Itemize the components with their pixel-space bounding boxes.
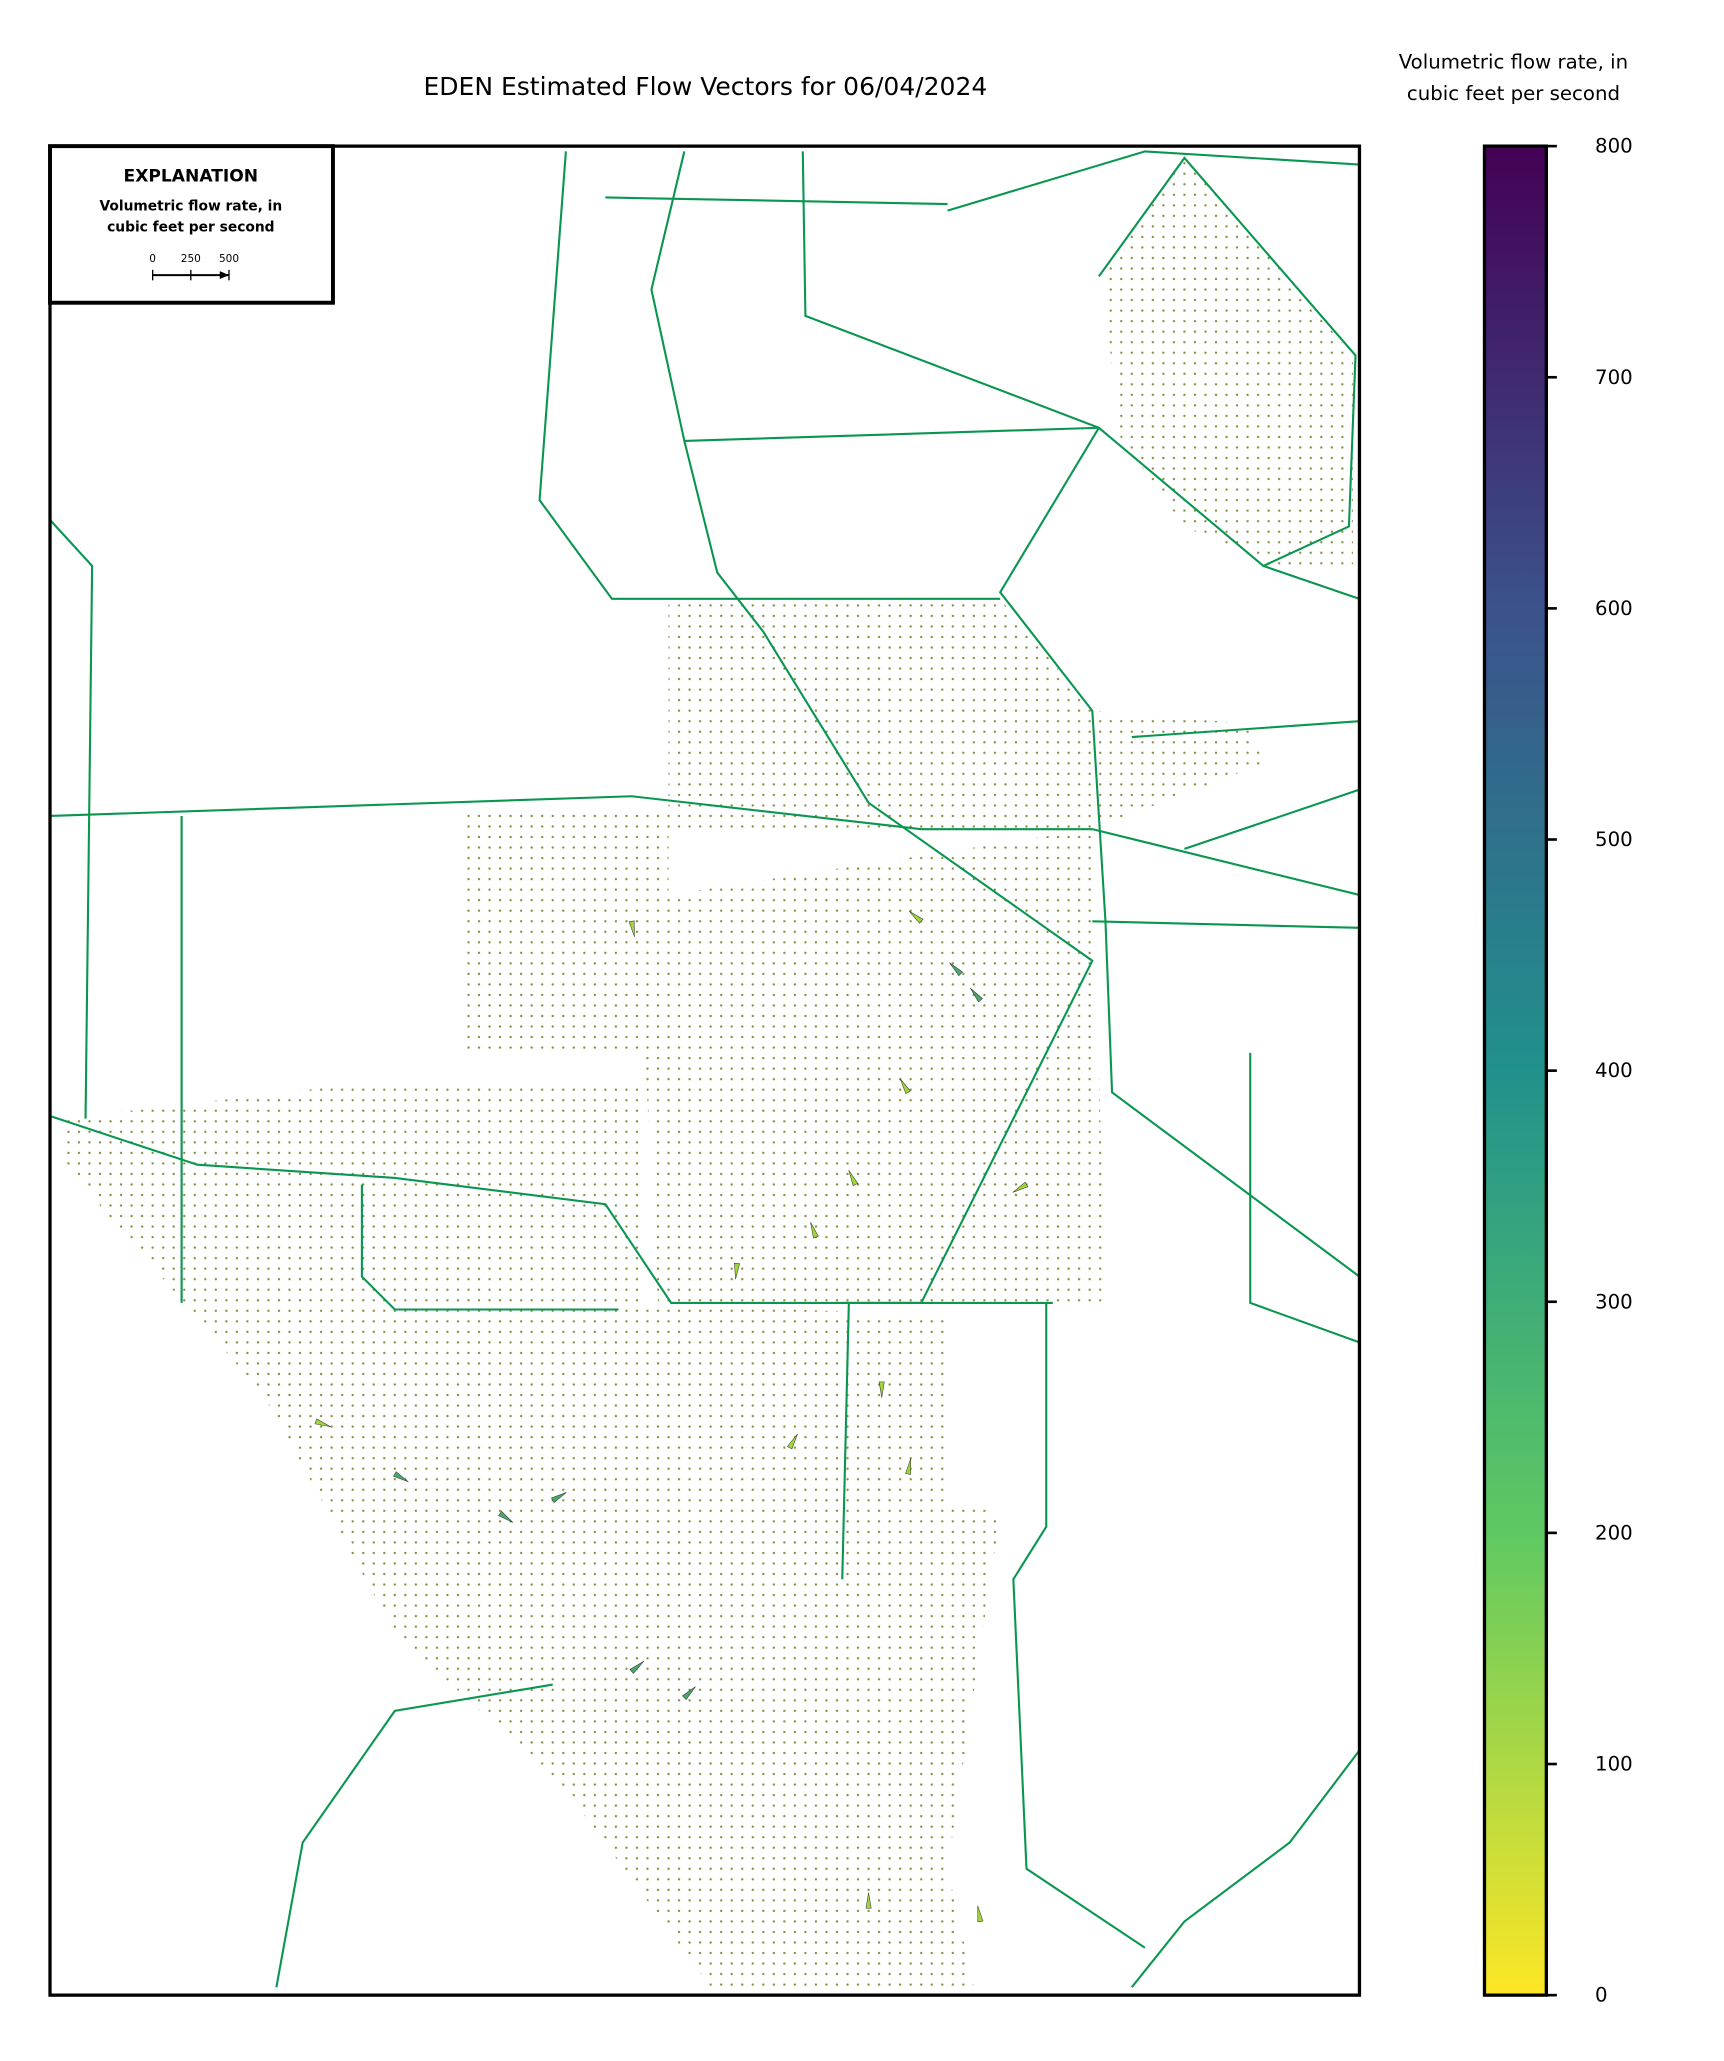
colorbar-tick-label: 300 xyxy=(1595,1290,1633,1313)
colorbar-tick-label: 700 xyxy=(1595,366,1633,389)
explanation-label: cubic feet per second xyxy=(107,220,274,236)
map-frame xyxy=(48,144,1362,1997)
explanation: EXPLANATION Volumetric flow rate, in cub… xyxy=(48,144,335,305)
colorbar-tick-label: 0 xyxy=(1595,1984,1608,2007)
map-title: EDEN Estimated Flow Vectors for 06/04/20… xyxy=(423,72,987,101)
vector-grid xyxy=(59,157,1353,1988)
colorbar-tick-label: 100 xyxy=(1595,1753,1633,1776)
colorbar-tick-label: 200 xyxy=(1595,1521,1633,1544)
map xyxy=(48,144,1362,1997)
scale-tick-label: 500 xyxy=(219,253,239,265)
colorbar-tick-label: 400 xyxy=(1595,1059,1633,1082)
colorbar-tick-label: 600 xyxy=(1595,597,1633,620)
scale-arrowhead xyxy=(219,271,229,280)
explanation-label: Volumetric flow rate, in xyxy=(99,199,282,215)
scale-tick-label: 250 xyxy=(181,253,201,265)
canals xyxy=(49,150,1361,1988)
colorbar-ramp xyxy=(1482,144,1548,1997)
scale-tick-label: 0 xyxy=(149,253,156,265)
colorbar: Volumetric flow rate, in cubic feet per … xyxy=(1399,50,1633,2006)
explanation-title: EXPLANATION xyxy=(124,167,259,187)
colorbar-tick-label: 800 xyxy=(1595,135,1633,158)
colorbar-label: cubic feet per second xyxy=(1407,82,1620,105)
colorbar-tick-label: 500 xyxy=(1595,828,1633,851)
colorbar-label: Volumetric flow rate, in xyxy=(1399,50,1628,73)
